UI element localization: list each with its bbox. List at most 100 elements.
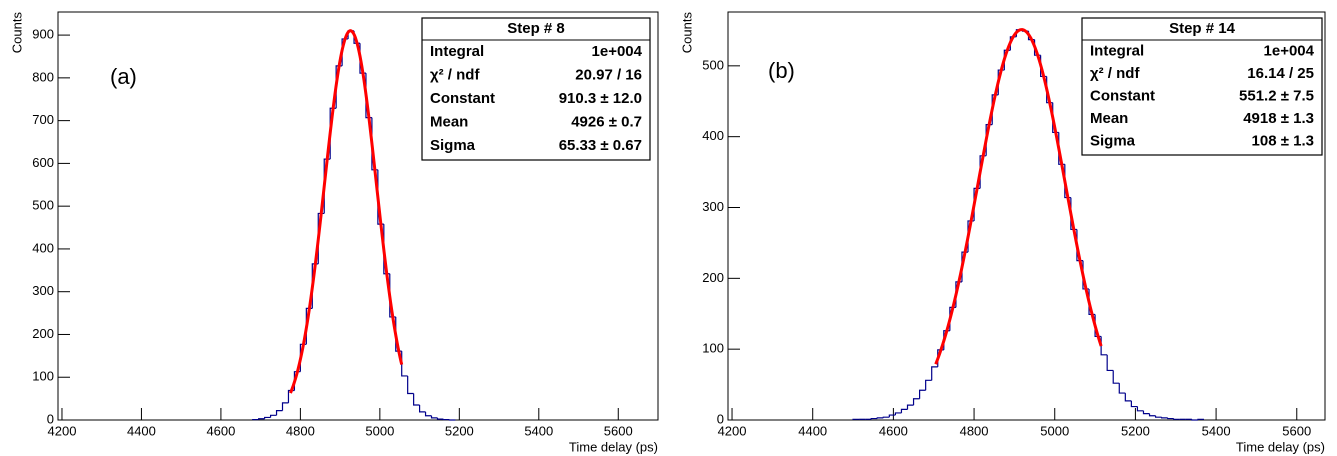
histogram-bin bbox=[269, 414, 277, 418]
y-tick-label: 0 bbox=[47, 411, 54, 426]
histogram-bin bbox=[1167, 417, 1174, 420]
x-tick-label: 4600 bbox=[206, 423, 235, 438]
x-tick-label: 4400 bbox=[798, 423, 827, 438]
y-tick-label: 400 bbox=[32, 240, 54, 255]
y-tick-label: 100 bbox=[32, 369, 54, 384]
histogram-bin bbox=[919, 389, 926, 399]
stats-value: 4918 ± 1.3 bbox=[1243, 110, 1314, 127]
histogram-bin bbox=[931, 366, 938, 381]
histogram-bin bbox=[870, 417, 878, 420]
histogram-bin bbox=[1106, 354, 1114, 372]
histogram-bin bbox=[900, 408, 908, 413]
stats-value: 65.33 ± 0.67 bbox=[559, 137, 642, 154]
plot-frame bbox=[57, 11, 659, 421]
panel-label: (b) bbox=[768, 58, 795, 83]
stats-label: Sigma bbox=[430, 137, 476, 154]
histogram-bin bbox=[1197, 418, 1204, 420]
y-axis-label: Counts bbox=[679, 12, 694, 54]
x-tick-label: 5600 bbox=[1282, 423, 1311, 438]
y-tick-label: 400 bbox=[702, 128, 724, 143]
x-tick-label: 5600 bbox=[604, 423, 633, 438]
stats-box bbox=[1081, 17, 1323, 156]
histogram-bin bbox=[876, 417, 884, 419]
y-tick-label: 500 bbox=[702, 57, 724, 72]
stats-value: 4926 ± 0.7 bbox=[571, 114, 642, 131]
plot-frame bbox=[727, 11, 1326, 421]
stats-label: Constant bbox=[1090, 87, 1155, 104]
x-tick-label: 4800 bbox=[960, 423, 989, 438]
x-tick-label: 5200 bbox=[1121, 423, 1150, 438]
histogram-bin bbox=[264, 416, 271, 419]
stats-label: Mean bbox=[430, 114, 468, 131]
stats-value: 20.97 / 16 bbox=[575, 66, 642, 83]
stats-label: Integral bbox=[430, 43, 484, 60]
stats-value: 910.3 ± 12.0 bbox=[559, 90, 642, 107]
histogram-bin bbox=[1118, 383, 1126, 394]
stats-label: Integral bbox=[1090, 42, 1144, 59]
y-tick-label: 800 bbox=[32, 69, 54, 84]
histogram-bin bbox=[1124, 393, 1132, 402]
histogram-bin bbox=[430, 415, 438, 419]
histogram-bin bbox=[424, 411, 432, 417]
x-tick-label: 4200 bbox=[718, 423, 747, 438]
y-tick-label: 100 bbox=[702, 341, 724, 356]
stats-title: Step # 8 bbox=[507, 20, 565, 37]
x-axis-label: Time delay (ps) bbox=[1236, 439, 1325, 454]
stats-box bbox=[421, 17, 651, 161]
y-tick-label: 600 bbox=[32, 155, 54, 170]
y-tick-label: 300 bbox=[32, 283, 54, 298]
fit-curve bbox=[934, 28, 1103, 365]
x-tick-label: 4200 bbox=[48, 423, 77, 438]
stats-label: Mean bbox=[1090, 110, 1128, 127]
stats-label: Sigma bbox=[1090, 133, 1136, 150]
stats-value: 1e+004 bbox=[592, 43, 643, 60]
x-tick-label: 5200 bbox=[445, 423, 474, 438]
y-tick-label: 300 bbox=[702, 199, 724, 214]
y-tick-label: 200 bbox=[32, 326, 54, 341]
y-tick-label: 500 bbox=[32, 198, 54, 213]
stats-label: χ² / ndf bbox=[430, 66, 480, 83]
stats-label: χ² / ndf bbox=[1090, 65, 1140, 82]
stats-label: Constant bbox=[430, 90, 495, 107]
histogram-bin bbox=[1191, 419, 1198, 421]
histogram-bin bbox=[407, 375, 414, 395]
y-tick-label: 700 bbox=[32, 112, 54, 127]
histogram-bin bbox=[894, 412, 902, 416]
stats-value: 16.14 / 25 bbox=[1247, 65, 1314, 82]
x-tick-label: 5000 bbox=[365, 423, 394, 438]
fit-curve bbox=[289, 29, 404, 394]
histogram-bin bbox=[413, 393, 420, 406]
histogram-bin bbox=[281, 402, 289, 411]
stats-value: 551.2 ± 7.5 bbox=[1239, 87, 1314, 104]
histogram-bin bbox=[912, 398, 920, 406]
stats-value: 108 ± 1.3 bbox=[1252, 133, 1314, 150]
histogram-bin bbox=[1112, 370, 1120, 384]
histogram-bin bbox=[888, 414, 896, 418]
histogram-bin bbox=[1154, 415, 1162, 418]
histogram-bin bbox=[418, 405, 426, 413]
histogram-bin bbox=[1142, 410, 1150, 415]
y-tick-label: 900 bbox=[32, 27, 54, 42]
histogram-bin bbox=[906, 404, 914, 410]
histogram-bin bbox=[1148, 413, 1156, 417]
histogram-bin bbox=[882, 416, 890, 418]
histogram-bin bbox=[1161, 417, 1168, 419]
histogram-bin bbox=[1130, 400, 1138, 408]
y-tick-label: 0 bbox=[717, 411, 724, 426]
stats-value: 1e+004 bbox=[1264, 42, 1315, 59]
histogram-bin bbox=[258, 418, 265, 420]
x-tick-label: 4800 bbox=[286, 423, 315, 438]
histogram-bin bbox=[925, 379, 932, 391]
panel-label: (a) bbox=[110, 64, 137, 89]
y-tick-label: 200 bbox=[702, 270, 724, 285]
x-tick-label: 5000 bbox=[1040, 423, 1069, 438]
y-axis-label: Counts bbox=[9, 12, 24, 54]
x-tick-label: 4400 bbox=[127, 423, 156, 438]
histogram-bin bbox=[1173, 418, 1180, 420]
x-axis-label: Time delay (ps) bbox=[569, 439, 658, 454]
histogram-bin bbox=[1136, 406, 1144, 412]
x-tick-label: 5400 bbox=[524, 423, 553, 438]
histogram-bin bbox=[852, 418, 860, 420]
histogram-bin bbox=[436, 417, 444, 420]
